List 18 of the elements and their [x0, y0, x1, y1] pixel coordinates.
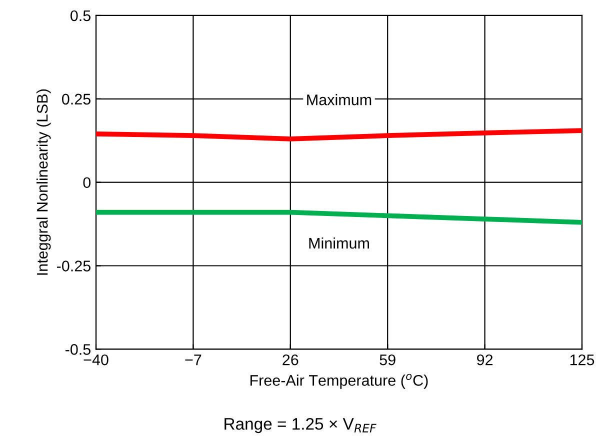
y-tick-label: 0.25 — [62, 94, 90, 105]
text: Maximum — [307, 94, 372, 106]
y-tick-label: 0.5 — [70, 10, 90, 22]
y-axis-title: Integgral Nonlinearity (LSB) — [36, 89, 51, 275]
x-tick-label: 26 — [282, 354, 298, 366]
line-series — [96, 210, 582, 225]
x-tick-label: 92 — [477, 354, 493, 366]
line-series — [96, 128, 582, 142]
x-tick-label: −40 — [84, 354, 108, 366]
x-tick-label: 125 — [570, 354, 594, 366]
text: Range = 1.25 × V$_{REF}$ — [224, 418, 376, 434]
x-axis-title: Free-Air Temperature ($^{o}$C) — [250, 374, 428, 389]
y-tick-label: -0.5 — [65, 344, 90, 355]
series-label: Minimum — [309, 237, 369, 249]
x-tick-label: 59 — [380, 354, 396, 366]
y-tick-label: -0.25 — [57, 260, 90, 272]
y-tick-label: 0 — [83, 177, 91, 188]
x-tick-label: −7 — [185, 354, 202, 366]
